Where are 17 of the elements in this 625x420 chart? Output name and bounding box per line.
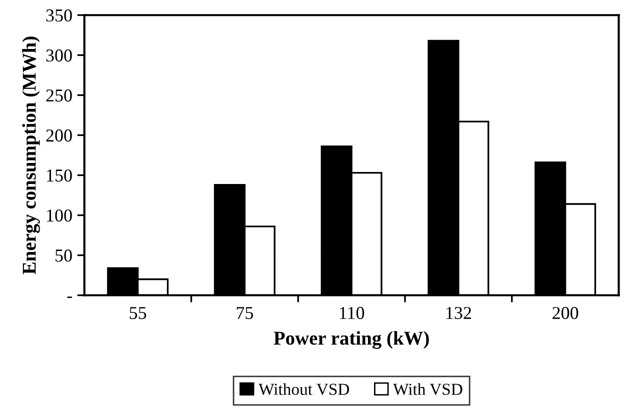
- legend-label: Without VSD: [258, 383, 350, 396]
- y-tick-label: 350: [46, 9, 72, 22]
- x-axis-title: Power rating (kW): [274, 331, 429, 349]
- x-tick-label: 110: [340, 306, 364, 320]
- x-tick-label: 55: [130, 307, 146, 320]
- y-tick-label: 150: [47, 169, 72, 182]
- y-tick-label: 300: [46, 49, 72, 62]
- y-tick-label: 50: [56, 249, 72, 262]
- x-tick-label: 200: [552, 306, 578, 320]
- y-tick-label: -: [67, 296, 72, 298]
- y-tick-label: 200: [46, 129, 72, 142]
- x-tick-label: 75: [236, 307, 254, 320]
- y-tick-label: 100: [47, 209, 72, 222]
- legend-label: With VSD: [393, 383, 462, 396]
- y-tick-label: 250: [46, 89, 72, 102]
- x-tick-label: 132: [446, 306, 471, 320]
- y-axis-title: Energy consumption (MWh): [22, 36, 40, 274]
